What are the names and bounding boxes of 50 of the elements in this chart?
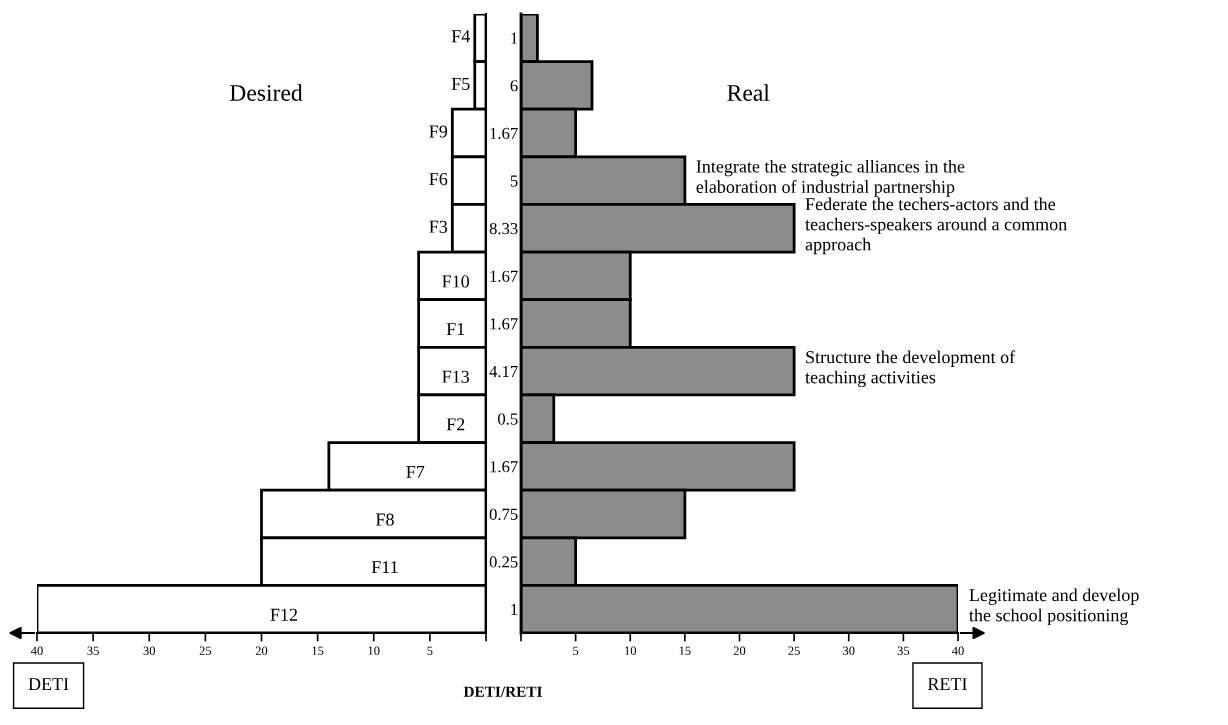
y-tick-label: F4 [451, 30, 470, 43]
x-axis-title: DETI [28, 678, 69, 690]
y-tick-label: 1 [511, 603, 518, 615]
text: Desired [229, 84, 303, 101]
y-tick-label: 8.33 [489, 222, 518, 235]
x-tick-label: 40 [951, 646, 964, 655]
y-tick-label: 6 [510, 80, 518, 92]
y-tick-label: F9 [429, 125, 448, 138]
x-axis-title: RETI [927, 678, 967, 690]
text: Real [727, 84, 770, 101]
y-tick-label: F1 [446, 323, 465, 335]
x-tick-label: 20 [255, 646, 268, 655]
annotation: Structure the development of teaching activities [805, 350, 1016, 388]
x-tick-label: 20 [733, 646, 746, 655]
y-tick-label: F11 [371, 561, 398, 574]
y-tick-label: 4.17 [489, 365, 518, 378]
y-tick-label: F12 [270, 608, 297, 621]
y-tick-label: 0.75 [489, 508, 518, 520]
y-tick-label: F3 [429, 220, 448, 233]
y-tick-label: 1.67 [490, 461, 518, 473]
y-tick-label: 1.67 [490, 270, 518, 282]
x-tick-label: 25 [788, 646, 800, 655]
y-tick-label: F10 [442, 275, 470, 288]
annotation: Integrate the strategic alliances in the elaboration of industrial partnership [696, 159, 965, 197]
x-tick-label: 15 [312, 646, 324, 655]
x-tick-label: 15 [679, 646, 691, 655]
y-tick-label: F8 [375, 513, 394, 526]
y-tick-label: 0.5 [498, 413, 518, 425]
x-tick-label: 30 [843, 646, 855, 655]
y-tick-label: F7 [406, 466, 425, 478]
annotation: Federate the techers-actors and the teachers-speakers around a common approach [805, 197, 1067, 255]
y-tick-label: 1.67 [490, 127, 518, 140]
x-tick-label: 40 [30, 646, 43, 655]
x-tick-label: 10 [368, 646, 380, 655]
x-tick-label: 30 [143, 646, 156, 655]
y-tick-label: F6 [429, 173, 448, 186]
x-tick-label: 25 [199, 646, 212, 655]
y-tick-label: 1.67 [490, 318, 518, 330]
x-tick-label: 35 [87, 646, 99, 655]
y-tick-label: 0.25 [489, 556, 518, 568]
y-tick-label: F13 [442, 370, 470, 383]
y-tick-label: 5 [510, 175, 518, 187]
x-tick-label: 10 [625, 646, 637, 655]
text: DETI/RETI [463, 686, 542, 697]
y-tick-label: F5 [451, 77, 470, 90]
x-tick-label: 35 [897, 646, 910, 655]
y-tick-label: 1 [511, 32, 518, 44]
x-tick-label: 5 [573, 646, 579, 655]
text: Legitimate and develop the school positioning [969, 588, 1139, 626]
y-tick-label: F2 [446, 418, 465, 431]
